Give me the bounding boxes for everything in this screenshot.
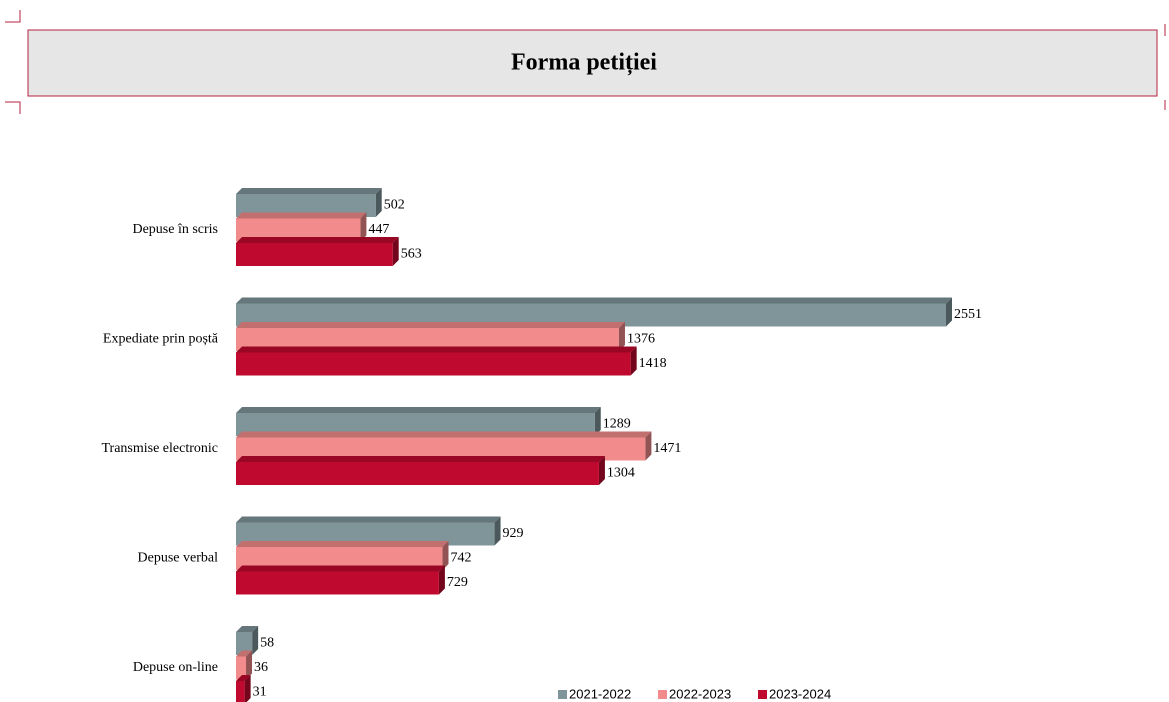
legend-swatch (658, 690, 667, 699)
data-label: 2551 (954, 307, 982, 322)
bar (236, 656, 247, 680)
bar (236, 413, 595, 436)
data-label: 447 (368, 222, 389, 237)
bar-top (236, 431, 652, 438)
bar-side (442, 541, 449, 570)
data-label: 58 (260, 636, 274, 651)
bar-top (236, 346, 637, 353)
bar-side (252, 626, 259, 655)
category-label: Expediate prin poștă (103, 332, 219, 347)
category-label: Depuse verbal (138, 551, 219, 566)
bar-top (236, 565, 445, 572)
bar-top (236, 297, 952, 304)
bar-top (236, 188, 382, 194)
bar (236, 328, 619, 351)
bar-top (236, 650, 253, 657)
data-label: 36 (254, 660, 268, 675)
category-label: Depuse on-line (133, 660, 218, 675)
legend-label: 2022-2023 (669, 686, 731, 701)
data-label: 31 (253, 685, 267, 700)
bar-side (946, 297, 952, 327)
bar (236, 352, 631, 376)
data-label: 1289 (603, 417, 631, 432)
bar-side (438, 565, 445, 595)
bar-top (236, 212, 367, 219)
legend-label: 2021-2022 (569, 686, 631, 701)
bar (236, 547, 443, 570)
bar (236, 681, 245, 702)
legend: 2021-2022 2022-2023 2023-2024 (558, 686, 831, 701)
bar-top (236, 407, 601, 413)
corner-marks (5, 10, 1166, 114)
bar-top (236, 322, 625, 328)
legend-swatch (558, 690, 567, 699)
bar-side (618, 322, 625, 351)
data-label: 1304 (607, 466, 635, 481)
bar-top (236, 675, 251, 681)
data-label: 742 (451, 551, 472, 566)
bar (236, 218, 361, 242)
bar-top (236, 516, 501, 523)
bar (236, 571, 439, 595)
bar-side (598, 456, 605, 485)
bar-side (645, 431, 652, 461)
legend-label: 2023-2024 (769, 686, 831, 701)
data-label: 1418 (639, 356, 667, 371)
data-label: 929 (503, 526, 524, 541)
data-label: 502 (384, 198, 405, 213)
bar-side (246, 650, 253, 680)
bar-side (360, 212, 367, 242)
data-label: 563 (401, 247, 422, 262)
bar (236, 303, 946, 327)
bar (236, 437, 646, 461)
bar (236, 462, 599, 485)
bar-side (375, 188, 382, 217)
bar-top (236, 237, 399, 243)
bar (236, 243, 393, 266)
bar (236, 194, 376, 217)
bar-top (236, 541, 449, 547)
category-label: Transmise electronic (101, 441, 218, 456)
chart-title: Forma petiției (511, 50, 657, 76)
title-box (27, 29, 1158, 97)
bar-side (594, 407, 601, 436)
bar-top (236, 626, 259, 632)
bar-top (236, 456, 605, 462)
data-label: 1376 (627, 332, 655, 347)
bar-side (392, 237, 399, 266)
bar-side (494, 516, 501, 546)
data-label: 1471 (653, 441, 681, 456)
bar (236, 522, 495, 546)
bar-side (630, 346, 637, 376)
data-label: 729 (447, 575, 468, 590)
bar-side (244, 675, 251, 702)
legend-swatch (758, 690, 767, 699)
category-label: Depuse în scris (132, 222, 218, 237)
bar (236, 632, 253, 655)
